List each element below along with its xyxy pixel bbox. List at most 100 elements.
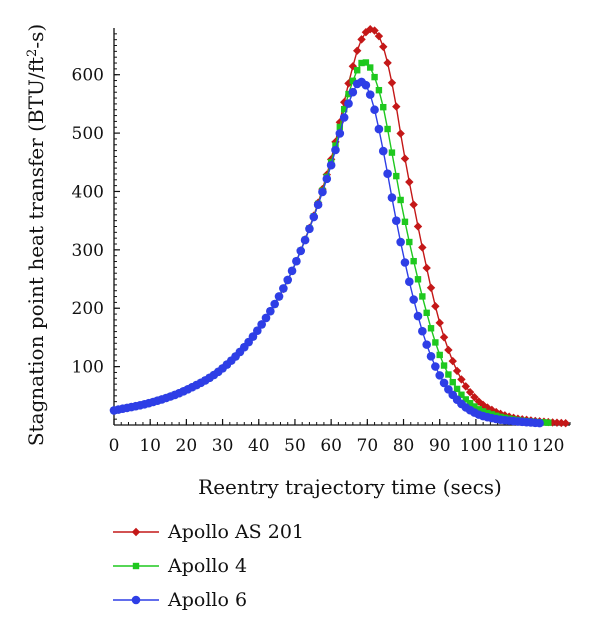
- data-point: [379, 42, 388, 51]
- legend-item-apollo-6: Apollo 6: [112, 583, 304, 617]
- data-point: [405, 177, 414, 187]
- x-axis-label: Reentry trajectory time (secs): [198, 475, 502, 499]
- series-layer: [109, 25, 570, 428]
- data-point: [335, 129, 345, 138]
- x-tick-label: 30: [212, 436, 234, 456]
- data-point: [357, 35, 366, 44]
- data-point: [361, 80, 371, 90]
- data-point: [440, 362, 448, 369]
- data-point: [449, 378, 456, 386]
- x-tick-label: 90: [429, 436, 451, 456]
- data-point: [545, 419, 552, 426]
- data-point: [400, 258, 410, 267]
- data-point: [540, 419, 548, 426]
- data-point: [345, 90, 352, 98]
- x-tick-label: 0: [109, 436, 120, 456]
- data-point: [448, 356, 457, 366]
- data-point: [535, 418, 544, 428]
- x-tick-label: 10: [139, 436, 161, 456]
- y-axis-label: Stagnation point heat transfer (BTU/ft2-…: [24, 24, 48, 446]
- data-point: [452, 366, 462, 376]
- data-point: [274, 292, 284, 301]
- data-point: [374, 124, 384, 134]
- data-point: [387, 193, 397, 202]
- data-point: [318, 187, 327, 197]
- data-point: [326, 160, 336, 170]
- data-point: [336, 123, 344, 131]
- data-point: [358, 59, 365, 67]
- data-point: [409, 295, 418, 304]
- y-tick-label: 600: [72, 66, 104, 86]
- legend-marker: [131, 527, 141, 537]
- data-point: [388, 149, 396, 156]
- legend-item-apollo-as-201: Apollo AS 201: [112, 515, 304, 549]
- legend-item-apollo-4: Apollo 4: [112, 549, 304, 583]
- series-line: [113, 28, 566, 424]
- series-line: [113, 61, 549, 424]
- data-point: [332, 142, 339, 149]
- data-point: [470, 392, 479, 402]
- data-point: [354, 67, 361, 74]
- data-point: [296, 246, 306, 256]
- data-point: [371, 73, 378, 81]
- data-point: [391, 216, 401, 225]
- data-point: [419, 293, 426, 300]
- x-tick-label: 80: [393, 436, 415, 456]
- data-point: [432, 339, 439, 346]
- data-point: [466, 400, 474, 407]
- data-point: [392, 102, 401, 111]
- data-point: [383, 169, 392, 179]
- x-tick-label: 50: [284, 436, 306, 456]
- data-point: [370, 26, 379, 35]
- data-point: [378, 146, 388, 156]
- legend-label: Apollo 6: [168, 589, 248, 611]
- data-point: [401, 218, 409, 226]
- data-point: [397, 196, 404, 204]
- data-point: [439, 333, 449, 342]
- data-point: [309, 212, 319, 222]
- data-point: [387, 78, 397, 88]
- data-point: [435, 318, 444, 328]
- data-point: [431, 302, 440, 311]
- y-tick-label: 200: [72, 299, 104, 319]
- axes: 100 200 300 400 500 600 0 10 20 30 40 50 60 70 80 90 100…: [72, 28, 571, 456]
- data-point: [305, 224, 314, 234]
- data-point: [283, 275, 293, 285]
- series-apollo-6: [109, 77, 544, 428]
- data-point: [406, 238, 413, 246]
- data-point: [396, 237, 405, 247]
- data-point: [261, 313, 271, 323]
- data-point: [423, 309, 430, 317]
- data-point: [374, 31, 384, 41]
- legend-label: Apollo AS 201: [168, 521, 304, 543]
- data-point: [445, 371, 452, 378]
- data-point: [409, 200, 418, 209]
- data-point: [365, 90, 375, 99]
- y-axis-label-sup: 2: [25, 49, 40, 57]
- y-tick-label: 500: [72, 124, 104, 144]
- data-point: [384, 125, 391, 133]
- y-tick-label: 400: [72, 182, 104, 202]
- data-point: [292, 256, 301, 266]
- series-apollo-as-201: [109, 25, 570, 428]
- data-point: [561, 419, 570, 428]
- data-point: [436, 351, 443, 359]
- data-point: [340, 105, 348, 113]
- data-point: [439, 378, 449, 388]
- x-tick-label: 20: [176, 436, 198, 456]
- data-point: [270, 299, 279, 309]
- data-point: [253, 326, 262, 336]
- legend: Apollo AS 201 Apollo 4 Apollo 6: [112, 515, 304, 617]
- data-point: [375, 86, 383, 94]
- data-point: [370, 105, 379, 115]
- x-tick-label: 110: [496, 436, 528, 456]
- data-point: [380, 103, 387, 111]
- data-point: [413, 311, 423, 321]
- data-point: [396, 129, 405, 138]
- data-point: [479, 408, 487, 415]
- legend-marker: [131, 595, 141, 605]
- data-point: [367, 64, 374, 71]
- data-point: [300, 235, 310, 245]
- data-point: [422, 263, 431, 273]
